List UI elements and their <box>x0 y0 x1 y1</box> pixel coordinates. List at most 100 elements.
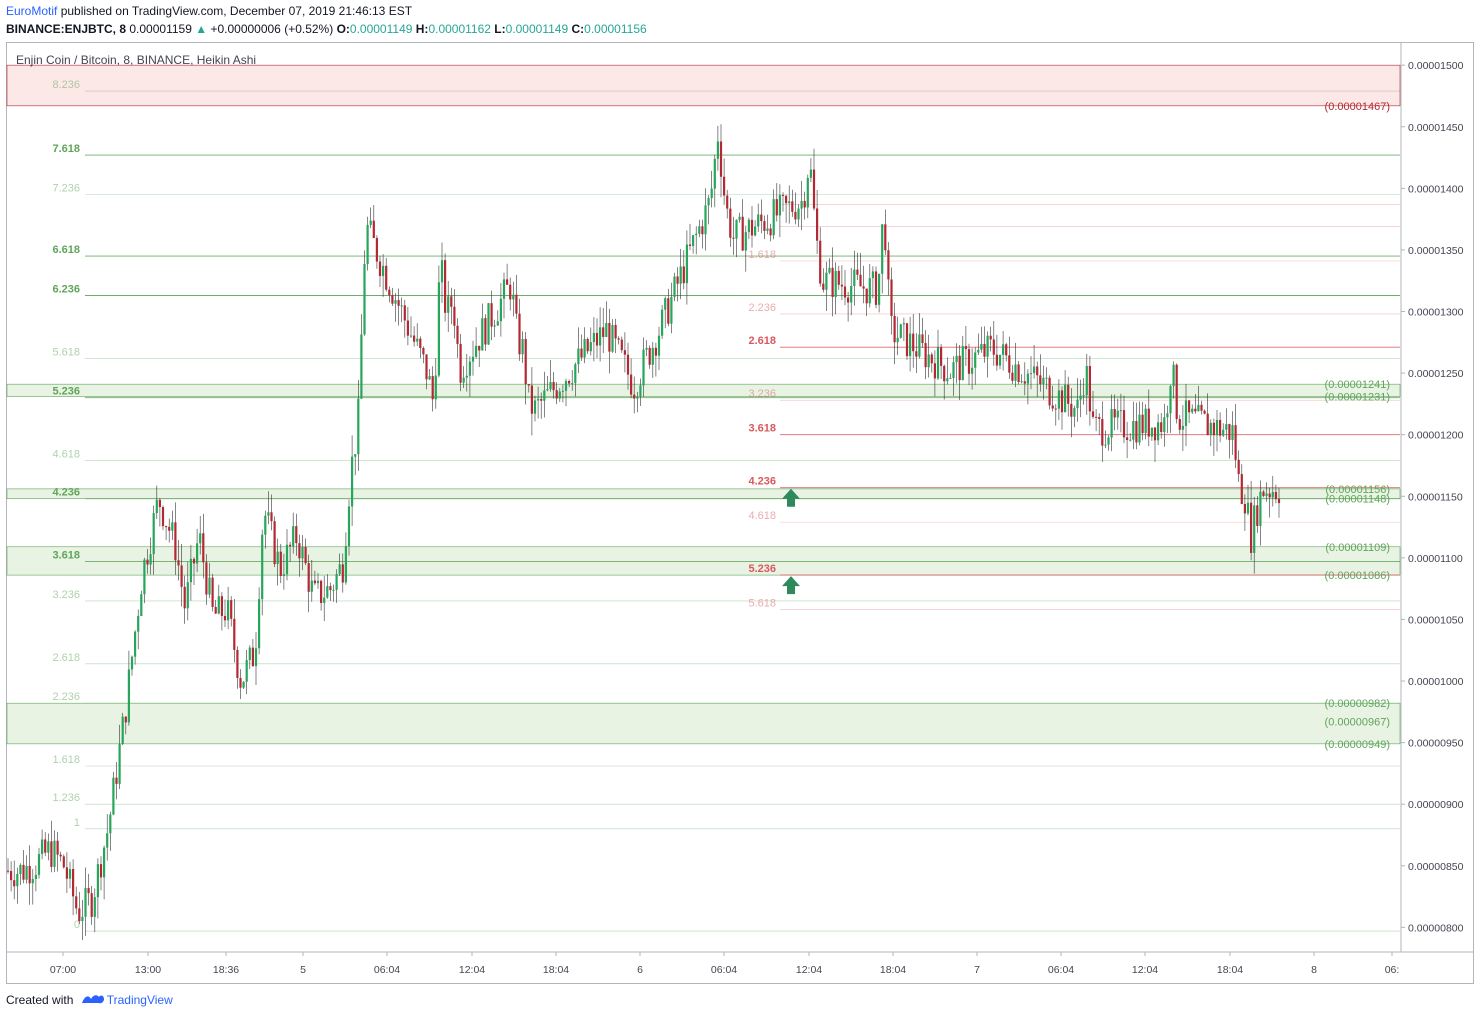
candle-body-69 <box>220 596 223 616</box>
candle-body-350 <box>1091 411 1095 417</box>
right-price-label-5: (0.00001109) <box>1325 542 1390 554</box>
candle-body-397 <box>1237 459 1240 475</box>
candle-body-47 <box>152 513 155 555</box>
tradingview-logo-icon <box>81 993 105 1008</box>
candle-body-400 <box>1246 502 1250 514</box>
candle-body-367 <box>1144 408 1147 434</box>
candle-body-5 <box>22 864 25 880</box>
candle-body-268 <box>837 270 840 285</box>
candle-body-365 <box>1138 414 1141 443</box>
candle-body-126 <box>397 300 400 306</box>
published-text: published on TradingView.com, December 0… <box>57 4 413 18</box>
symbol-label: BINANCE:ENJBTC, 8 <box>6 22 127 36</box>
candle-body-161 <box>506 279 509 285</box>
candle-body-278 <box>868 278 871 304</box>
candle-body-321 <box>1002 344 1005 355</box>
right-price-label-1: (0.00001241) <box>1325 379 1390 391</box>
candle-body-10 <box>37 854 41 875</box>
candle-body-166 <box>521 338 524 355</box>
candle-body-404 <box>1259 491 1262 526</box>
author-link[interactable]: EuroMotif <box>6 4 58 18</box>
candle-body-237 <box>741 216 744 251</box>
x-tick-label-6: 18:04 <box>543 964 569 976</box>
candle-body-101 <box>320 580 323 603</box>
candle-body-95 <box>301 546 304 559</box>
fib-green-label-8: 4.236 <box>52 487 80 499</box>
candle-body-39 <box>127 669 130 723</box>
candle-body-172 <box>540 399 543 401</box>
candle-body-279 <box>871 271 874 279</box>
candle-body-120 <box>378 261 382 276</box>
candle-body-211 <box>661 309 664 336</box>
fib-red-label-6: 3.618 <box>748 423 776 435</box>
candle-body-264 <box>825 272 828 290</box>
candle-body-106 <box>335 573 338 590</box>
candle-body-193 <box>605 322 608 337</box>
candle-body-256 <box>800 200 803 209</box>
candle-body-176 <box>552 381 555 391</box>
candle-body-289 <box>902 323 905 325</box>
chart-frame[interactable] <box>6 42 1474 984</box>
candle-body-275 <box>859 274 862 287</box>
right-price-label-9: (0.00000949) <box>1325 739 1390 751</box>
candle-body-109 <box>344 546 347 583</box>
candle-body-151 <box>475 345 478 357</box>
candle-body-93 <box>295 526 298 544</box>
candle-body-58 <box>186 582 189 609</box>
candle-body-118 <box>372 220 375 238</box>
candle-body-115 <box>363 263 366 335</box>
candle-body-155 <box>487 303 490 345</box>
candle-body-325 <box>1014 364 1017 381</box>
tradingview-link[interactable]: TradingView <box>106 993 173 1007</box>
fib-green-label-9: 3.618 <box>52 550 80 562</box>
candle-body-208 <box>651 347 654 365</box>
candle-body-305 <box>952 362 955 378</box>
candle-body-132 <box>416 338 419 342</box>
fib-green-label-7: 4.618 <box>52 449 80 461</box>
candle-body-74 <box>236 649 239 678</box>
candle-body-125 <box>394 300 397 304</box>
right-price-label-7: (0.00000982) <box>1325 698 1390 710</box>
candle-body-213 <box>667 298 670 324</box>
candle-body-188 <box>589 342 592 352</box>
candle-body-248 <box>775 199 778 216</box>
zone-2 <box>6 488 1401 500</box>
candle-body-173 <box>543 390 546 401</box>
candle-body-409 <box>1274 491 1277 500</box>
candle-body-121 <box>382 265 385 276</box>
candle-body-181 <box>568 381 571 384</box>
candle-body-333 <box>1039 375 1042 385</box>
candle-body-90 <box>285 544 289 575</box>
change-value: +0.00000006 (+0.52%) <box>210 22 334 36</box>
right-price-label-4: (0.00001148) <box>1325 494 1390 506</box>
candle-body-250 <box>781 194 785 196</box>
candle-body-357 <box>1113 409 1116 418</box>
candle-body-254 <box>794 211 797 220</box>
candle-body-288 <box>899 324 902 338</box>
candle-body-71 <box>227 600 230 621</box>
candle-body-180 <box>564 381 568 391</box>
candle-body-12 <box>44 839 47 853</box>
candle-body-313 <box>977 349 980 353</box>
fib-green-label-2: 7.236 <box>52 183 80 195</box>
candle-body-340 <box>1060 390 1064 413</box>
candle-body-362 <box>1129 439 1132 441</box>
x-tick-label-1: 13:00 <box>135 964 161 976</box>
y-tick-label-1: 0.00001450 <box>1408 122 1464 134</box>
candle-body-225 <box>704 205 707 235</box>
candle-body-144 <box>453 306 456 326</box>
candle-body-231 <box>723 176 726 196</box>
candle-body-168 <box>527 384 530 386</box>
candle-body-257 <box>803 200 806 208</box>
fib-green-label-1: 7.618 <box>52 143 80 155</box>
candle-body-312 <box>974 352 977 368</box>
candle-body-135 <box>425 354 428 380</box>
candle-body-285 <box>890 279 893 316</box>
candle-body-262 <box>819 240 822 284</box>
candle-body-89 <box>282 574 285 577</box>
fib-green-label-6: 5.236 <box>52 386 80 398</box>
candle-body-194 <box>608 322 611 352</box>
candle-body-217 <box>679 266 682 284</box>
candle-body-32 <box>106 833 109 848</box>
